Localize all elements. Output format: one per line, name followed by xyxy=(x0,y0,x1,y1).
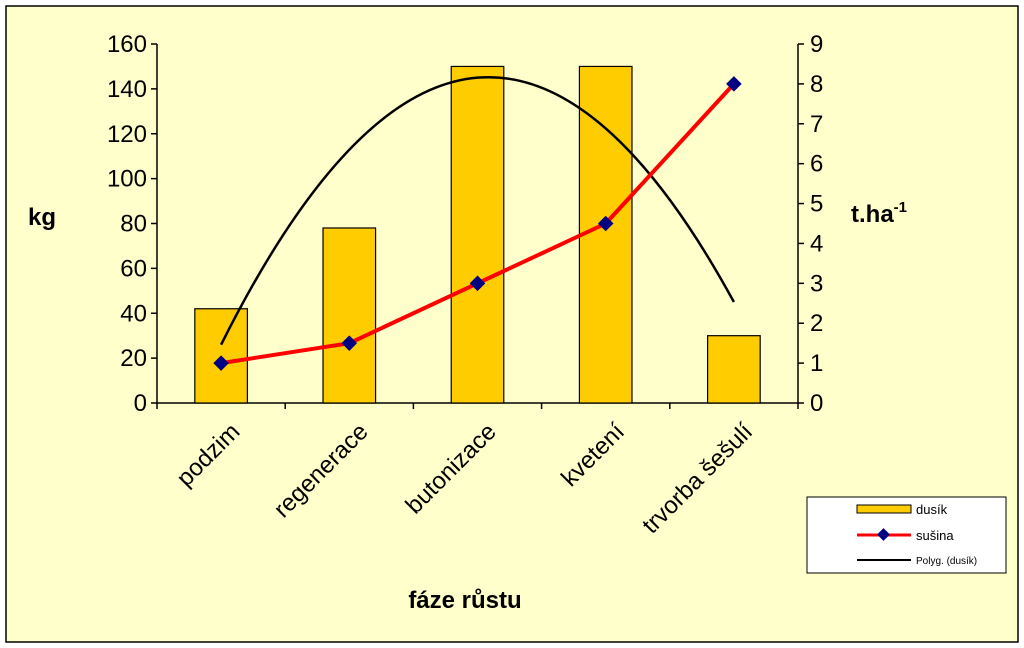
y2-tick-label: 2 xyxy=(810,310,823,337)
y-axis-title: kg xyxy=(28,204,56,231)
y-tick-label: 20 xyxy=(120,345,147,372)
y-tick-label: 100 xyxy=(107,166,147,193)
marker-susina xyxy=(726,76,742,92)
bar-dusik xyxy=(450,65,505,404)
y-tick-label: 160 xyxy=(107,31,147,58)
y-tick-label: 60 xyxy=(120,255,147,282)
y2-tick-label: 5 xyxy=(810,191,823,218)
legend-swatch-dusik xyxy=(856,504,912,514)
y2-tick-label: 8 xyxy=(810,71,823,98)
bar-dusik xyxy=(707,335,761,404)
y2-axis-title: t.ha-1 xyxy=(851,199,907,228)
legend-label-susina: sušina xyxy=(916,528,954,543)
y2-tick-label: 1 xyxy=(810,350,823,377)
trendline-polyg-dusik xyxy=(219,75,735,346)
marker-susina xyxy=(213,355,229,371)
bar-dusik xyxy=(578,65,633,404)
y2-tick-label: 9 xyxy=(810,31,823,58)
legend-label-polyg: Polyg. (dusík) xyxy=(916,556,977,567)
y2-tick-label: 4 xyxy=(810,230,823,257)
y-tick-label: 140 xyxy=(107,76,147,103)
marker-susina xyxy=(341,335,358,351)
marker-susina xyxy=(597,215,614,232)
marker-susina xyxy=(469,275,486,292)
legend-label-dusik: dusík xyxy=(916,502,948,517)
y2-tick-label: 0 xyxy=(810,390,823,417)
legend: dusík sušina Polyg. (dusík) xyxy=(806,496,1007,574)
y2-tick-label: 3 xyxy=(810,270,823,297)
y2-tick-label: 6 xyxy=(810,151,823,178)
y-tick-label: 40 xyxy=(120,300,147,327)
y-tick-label: 0 xyxy=(134,390,147,417)
x-axis-title: fáze růstu xyxy=(408,587,521,614)
y-tick-label: 80 xyxy=(120,211,147,238)
y-tick-label: 120 xyxy=(107,121,147,148)
bar-dusik xyxy=(322,227,377,404)
y2-tick-label: 7 xyxy=(810,111,823,138)
y2-axis-title-superscript: -1 xyxy=(894,199,907,216)
